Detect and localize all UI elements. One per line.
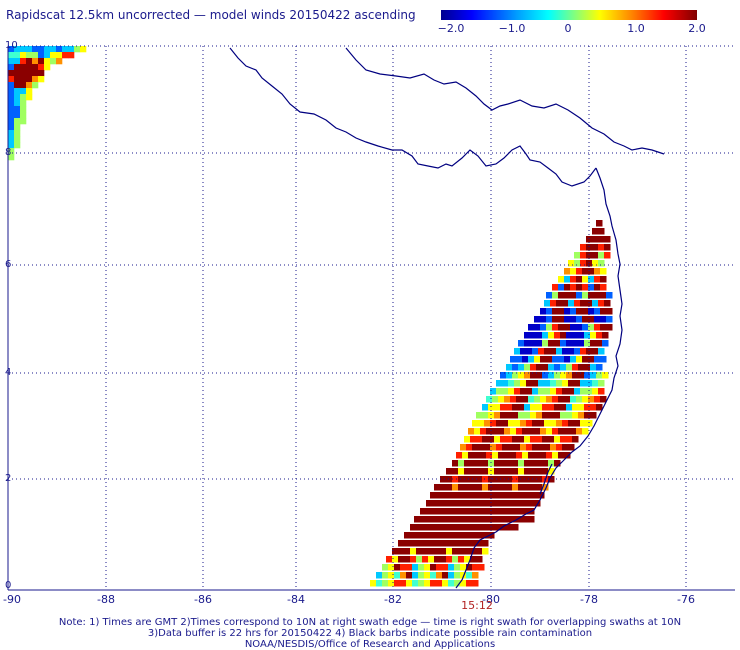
coastline-caribbean <box>345 47 665 155</box>
xtick-m82: -82 <box>384 593 402 606</box>
xtick-m86: -86 <box>194 593 212 606</box>
note-line-3: NOAA/NESDIS/Office of Research and Appli… <box>244 639 496 650</box>
note-line-2: 3)Data buffer is 22 hrs for 20150422 4) … <box>147 628 593 639</box>
ytick-8: 8 <box>5 147 12 158</box>
colorbar-tick-pos1: 1.0 <box>627 22 645 35</box>
swath-time-label: 15:12 <box>461 599 493 612</box>
coastline-colombia-pacific <box>539 463 553 495</box>
colorbar-tick-neg2: −2.0 <box>437 22 465 35</box>
colorbar-tick-zero: 0 <box>564 22 572 35</box>
ytick-6: 6 <box>5 259 12 270</box>
colorbar-tick-neg1: −1.0 <box>498 22 526 35</box>
xtick-m90: -90 <box>3 593 21 606</box>
coastline-gulf-of-uraba <box>455 167 623 589</box>
colorbar <box>441 10 697 20</box>
ytick-10: 10 <box>5 40 18 51</box>
xtick-m84: -84 <box>287 593 305 606</box>
xtick-m80: -80 <box>482 593 500 606</box>
ytick-0: 0 <box>5 580 12 591</box>
coastline-central-america <box>229 47 597 187</box>
note-line-1: Note: 1) Times are GMT 2)Times correspon… <box>58 617 682 628</box>
graticule <box>8 45 735 590</box>
ytick-2: 2 <box>5 473 12 484</box>
coastline <box>229 47 665 589</box>
ytick-4: 4 <box>5 367 12 378</box>
xtick-m76: -76 <box>677 593 695 606</box>
xtick-m78: -78 <box>580 593 598 606</box>
wind-difference-cells <box>8 46 613 587</box>
colorbar-tick-pos2: 2.0 <box>688 22 706 35</box>
map-title: Rapidscat 12.5km uncorrected — model win… <box>6 8 416 22</box>
xtick-m88: -88 <box>97 593 115 606</box>
